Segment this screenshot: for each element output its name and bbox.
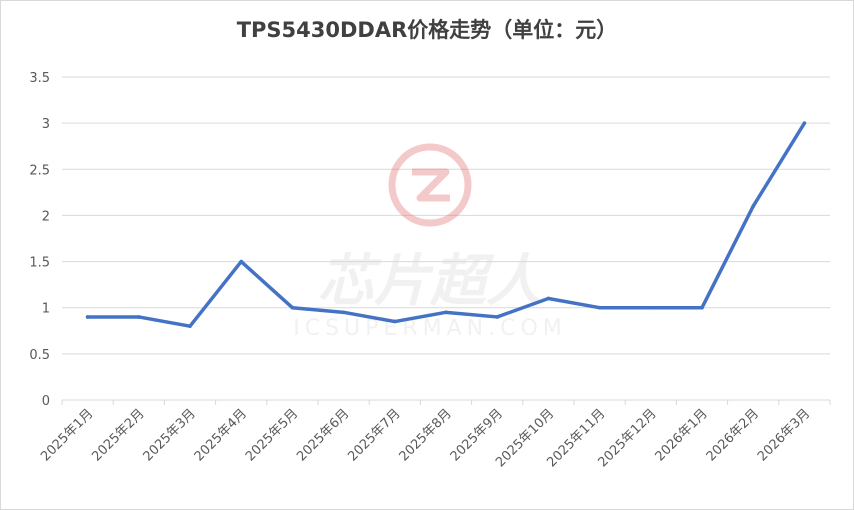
data-point [290,305,295,310]
x-tick-label: 2025年2月 [89,406,147,464]
x-tick-label: 2026年2月 [704,406,762,464]
watermark-cn: 芯片超人 [318,249,542,314]
series-layer [85,121,807,328]
data-point [700,305,704,310]
data-point [85,315,90,319]
grid-lines [62,76,830,401]
y-tick-label: 3 [42,117,50,132]
data-point [649,305,653,310]
data-point [802,121,807,125]
data-point [137,315,141,319]
y-tick-label: 1 [42,302,50,317]
data-point [341,310,346,315]
data-point [495,315,500,319]
y-tick-label: 2 [42,209,50,224]
data-point [597,305,602,310]
watermark-en: ICSUPERMAN.COM [293,316,567,341]
data-point [239,259,243,264]
x-axis-ticks: 2025年1月2025年2月2025年3月2025年4月2025年5月2025年… [38,400,831,470]
x-tick-label: 2025年8月 [397,406,455,464]
data-point [188,324,192,328]
x-tick-label: 2025年4月 [192,406,250,464]
y-tick-label: 3.5 [29,71,50,86]
y-tick-label: 0 [42,394,50,409]
data-point [393,319,397,324]
x-tick-label: 2025年5月 [243,406,301,464]
y-axis-ticks: 0 0.5 1 1.5 2 2.5 3 3.5 [29,71,50,409]
data-point [546,296,551,301]
data-point [444,310,448,315]
chart-title: TPS5430DDAR价格走势（单位：元） [236,18,618,42]
x-tick-label: 2025年6月 [294,406,352,464]
x-tick-label: 2025年3月 [141,406,199,464]
y-tick-label: 0.5 [29,348,50,363]
x-tick-label: 2026年3月 [755,406,813,464]
data-point [751,204,755,208]
x-tick-label: 2025年7月 [345,406,403,464]
x-tick-label: 2025年1月 [38,406,96,464]
y-tick-label: 2.5 [29,163,50,178]
watermark-logo: 芯片超人 ICSUPERMAN.COM [293,143,567,341]
y-tick-label: 1.5 [29,256,50,271]
x-tick-label: 2026年1月 [653,406,711,464]
